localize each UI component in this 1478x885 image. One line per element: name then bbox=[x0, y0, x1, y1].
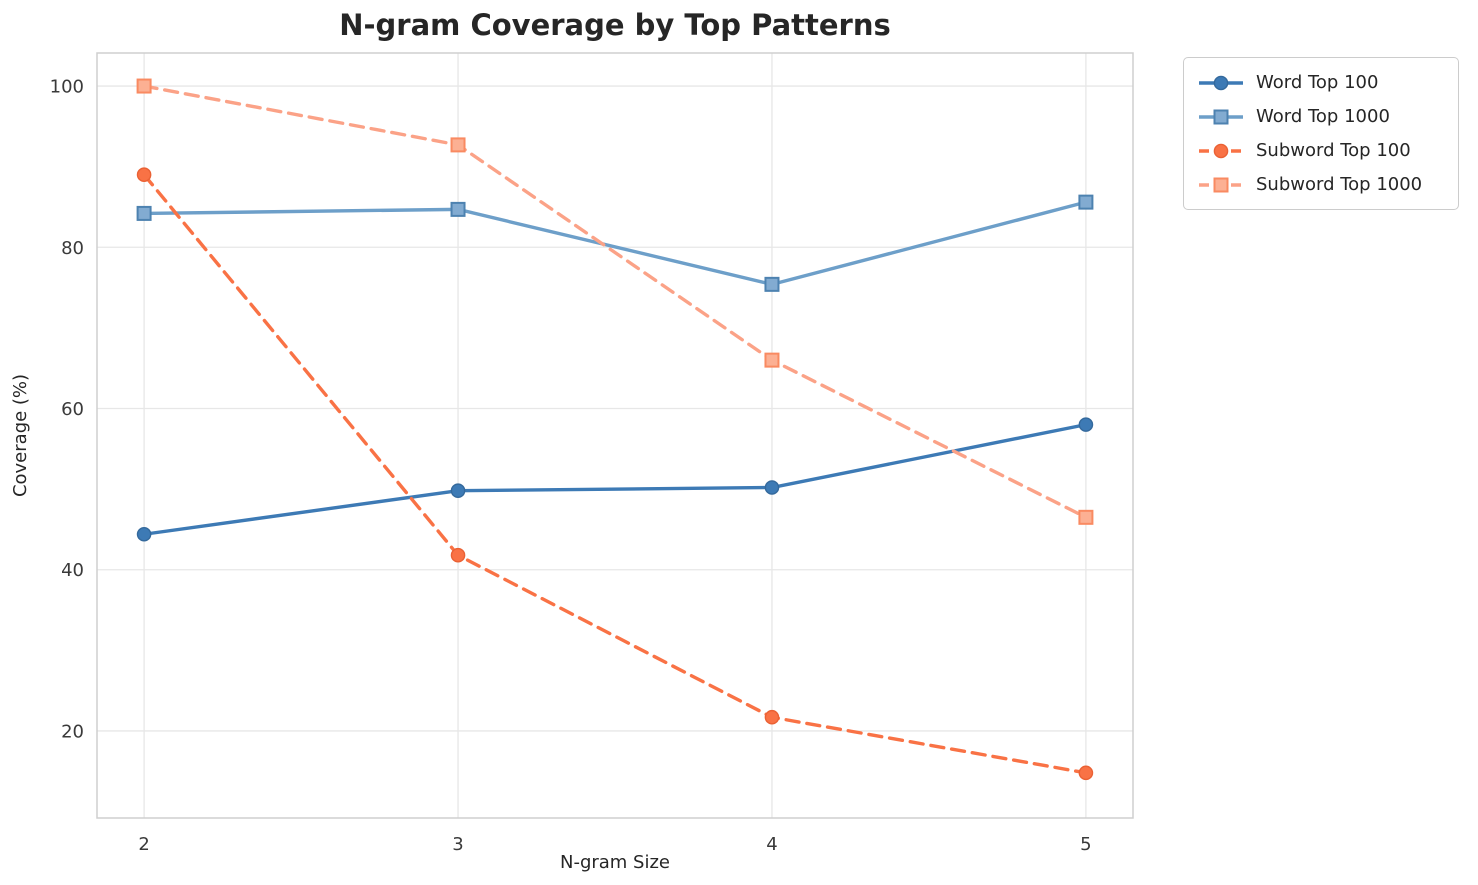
marker-word-top-1000-x2 bbox=[136, 205, 152, 221]
legend: Word Top 100 Word Top 1000 Subword Top 100… bbox=[1183, 57, 1459, 210]
y-tick-label-80: 80 bbox=[61, 238, 84, 259]
series-subword-top-100 bbox=[136, 167, 1094, 781]
marker-word-top-100-x2 bbox=[136, 526, 152, 542]
legend-label: Word Top 1000 bbox=[1256, 106, 1390, 127]
legend-label: Subword Top 100 bbox=[1256, 140, 1411, 161]
line-subword-top-100 bbox=[142, 173, 1088, 775]
y-tick-label-60: 60 bbox=[61, 399, 84, 420]
marker-subword-top-100-x4 bbox=[764, 709, 780, 725]
legend-item-word-top-100: Word Top 100 bbox=[1198, 69, 1444, 96]
circle-marker-icon bbox=[1213, 143, 1229, 158]
marker-word-top-1000-x5 bbox=[1078, 194, 1094, 210]
series-word-top-100 bbox=[136, 417, 1094, 542]
legend-dashed-line-circle-icon bbox=[1199, 143, 1243, 158]
y-tick-label-100: 100 bbox=[50, 77, 84, 98]
series-word-top-1000 bbox=[136, 194, 1094, 292]
square-marker-icon bbox=[1213, 177, 1229, 192]
marker-subword-top-100-x5 bbox=[1078, 765, 1094, 781]
y-tick-label-20: 20 bbox=[61, 721, 84, 742]
marker-word-top-100-x3 bbox=[450, 483, 466, 499]
x-tick-label-2: 2 bbox=[138, 834, 149, 855]
x-axis-label: N-gram Size bbox=[560, 852, 670, 873]
marker-subword-top-100-x3 bbox=[450, 547, 466, 563]
x-tick-label-3: 3 bbox=[452, 834, 463, 855]
line-word-top-100 bbox=[142, 422, 1088, 536]
square-marker-icon bbox=[1213, 109, 1229, 124]
circle-marker-icon bbox=[1213, 75, 1229, 90]
y-axis-label: Coverage (%) bbox=[10, 374, 31, 497]
y-tick-label-40: 40 bbox=[61, 560, 84, 581]
marker-subword-top-1000-x5 bbox=[1078, 509, 1094, 525]
x-tick-label-5: 5 bbox=[1080, 834, 1091, 855]
legend-item-subword-top-1000: Subword Top 1000 bbox=[1198, 171, 1444, 198]
x-tick-label-4: 4 bbox=[766, 834, 777, 855]
marker-word-top-1000-x4 bbox=[764, 276, 780, 292]
line-word-top-1000 bbox=[142, 200, 1088, 287]
legend-item-subword-top-100: Subword Top 100 bbox=[1198, 137, 1444, 164]
legend-label: Word Top 100 bbox=[1256, 72, 1379, 93]
legend-solid-line-square-icon bbox=[1199, 109, 1243, 124]
marker-subword-top-1000-x2 bbox=[136, 78, 152, 94]
series-subword-top-1000 bbox=[136, 78, 1094, 525]
legend-label: Subword Top 1000 bbox=[1256, 174, 1423, 195]
legend-solid-line-circle-icon bbox=[1199, 75, 1243, 90]
line-subword-top-1000 bbox=[142, 84, 1088, 520]
legend-dashed-line-square-icon bbox=[1199, 177, 1243, 192]
chart-title: N-gram Coverage by Top Patterns bbox=[339, 8, 891, 42]
marker-word-top-100-x5 bbox=[1078, 417, 1094, 432]
legend-item-word-top-1000: Word Top 1000 bbox=[1198, 103, 1444, 130]
marker-subword-top-1000-x3 bbox=[450, 137, 466, 153]
marker-subword-top-100-x2 bbox=[136, 167, 152, 183]
marker-word-top-1000-x3 bbox=[450, 201, 466, 217]
marker-subword-top-1000-x4 bbox=[764, 352, 780, 368]
marker-word-top-100-x4 bbox=[764, 480, 780, 495]
axes-border bbox=[96, 52, 1134, 819]
